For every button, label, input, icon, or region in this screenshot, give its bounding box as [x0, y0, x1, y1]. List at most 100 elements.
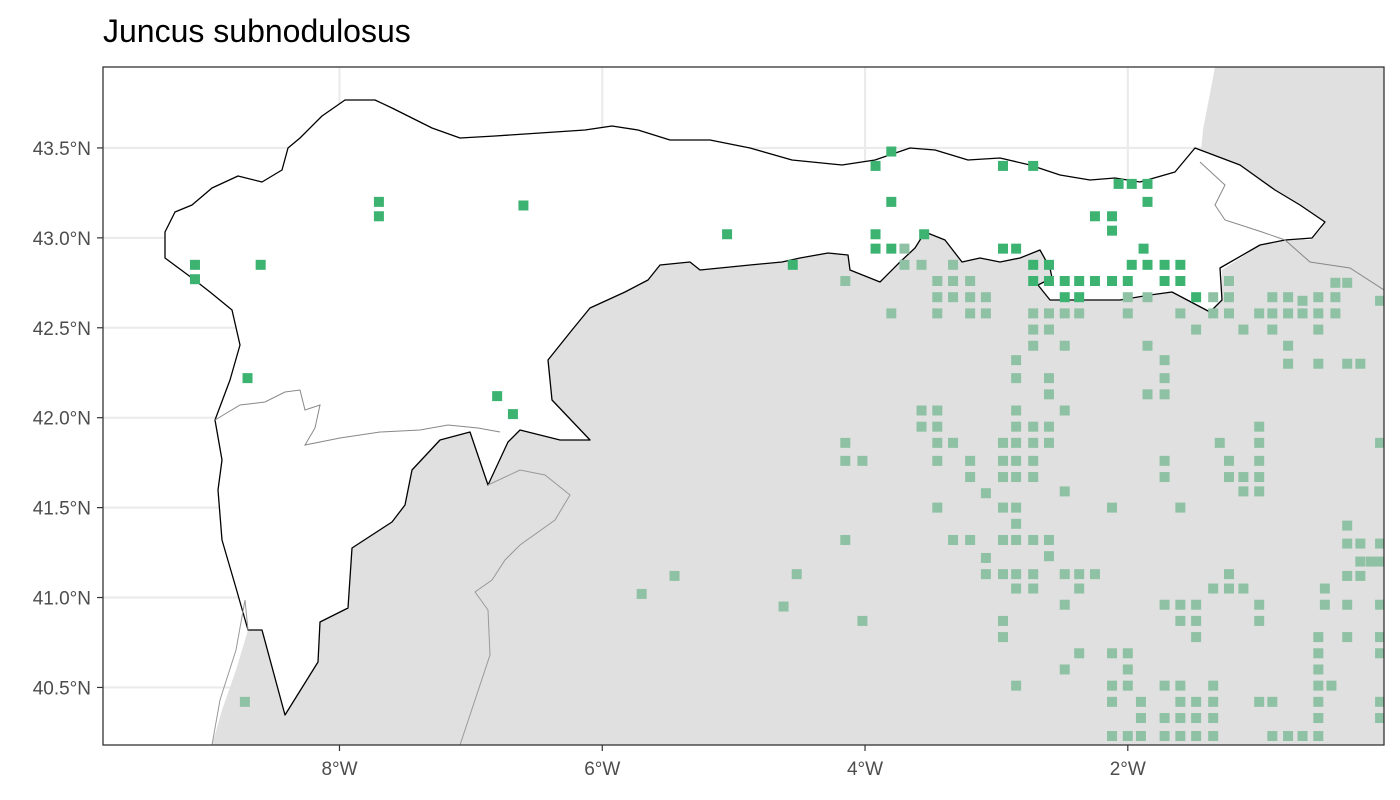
occurrence-marker-outside [1223, 292, 1234, 303]
occurrence-marker-outside [1267, 308, 1278, 319]
occurrence-marker-outside [997, 472, 1008, 483]
occurrence-marker-inside [1043, 259, 1054, 270]
occurrence-marker-outside [1028, 472, 1039, 483]
occurrence-marker-outside [1313, 308, 1324, 319]
occurrence-marker-inside [1175, 276, 1186, 287]
occurrence-marker-outside [1011, 534, 1022, 545]
occurrence-marker-outside [1175, 615, 1186, 626]
occurrence-marker-outside [1355, 538, 1366, 549]
occurrence-marker-outside [1028, 340, 1039, 351]
occurrence-marker-inside [1113, 178, 1124, 189]
occurrence-marker-outside [1319, 599, 1330, 610]
occurrence-marker-outside [965, 292, 976, 303]
occurrence-marker-outside [1342, 358, 1353, 369]
occurrence-marker-outside [1254, 437, 1265, 448]
occurrence-marker-outside [669, 570, 680, 581]
occurrence-marker-outside [948, 292, 959, 303]
occurrence-marker-inside [787, 259, 798, 270]
occurrence-marker-outside [1191, 696, 1202, 707]
occurrence-marker-outside [932, 276, 943, 287]
occurrence-marker-outside [1191, 615, 1202, 626]
occurrence-marker-outside [1191, 599, 1202, 610]
occurrence-marker-outside [1375, 556, 1384, 567]
occurrence-marker-outside [1043, 324, 1054, 335]
occurrence-marker-inside [886, 196, 897, 207]
occurrence-marker-inside [1126, 259, 1137, 270]
occurrence-marker-inside [870, 243, 881, 254]
occurrence-marker-inside [997, 160, 1008, 171]
occurrence-marker-outside [948, 437, 959, 448]
occurrence-marker-outside [1223, 455, 1234, 466]
occurrence-marker-outside [1355, 358, 1366, 369]
occurrence-marker-outside [1297, 295, 1308, 306]
occurrence-marker-outside [840, 276, 851, 287]
occurrence-marker-outside [965, 534, 976, 545]
occurrence-marker-outside [899, 259, 910, 270]
occurrence-marker-outside [997, 437, 1008, 448]
occurrence-marker-outside [1375, 295, 1384, 306]
occurrence-marker-outside [857, 455, 868, 466]
occurrence-marker-inside [1107, 211, 1118, 222]
axis-ticks: 8°W 6°W 4°W 2°W 43.5°N 43.0°N 42.5°N 42.0°N 41.5… [33, 139, 1146, 780]
occurrence-marker-outside [1313, 292, 1324, 303]
occurrence-marker-outside [932, 405, 943, 416]
occurrence-marker-inside [886, 146, 897, 157]
occurrence-marker-outside [239, 696, 250, 707]
occurrence-marker-outside [1074, 308, 1085, 319]
occurrence-marker-outside [997, 569, 1008, 580]
occurrence-marker-outside [965, 276, 976, 287]
occurrence-marker-outside [1313, 324, 1324, 335]
occurrence-markers [189, 146, 1384, 742]
occurrence-marker-outside [1297, 308, 1308, 319]
occurrence-marker-outside [932, 502, 943, 513]
occurrence-marker-outside [1375, 648, 1384, 659]
occurrence-marker-outside [1135, 696, 1146, 707]
y-tick-label: 41.5°N [33, 499, 91, 520]
occurrence-marker-outside [1089, 569, 1100, 580]
occurrence-marker-outside [840, 534, 851, 545]
occurrence-marker-outside [1059, 599, 1070, 610]
occurrence-marker-outside [1011, 405, 1022, 416]
occurrence-marker-outside [1342, 520, 1353, 531]
occurrence-marker-inside [1159, 276, 1170, 287]
occurrence-marker-outside [1107, 502, 1118, 513]
occurrence-marker-outside [1191, 324, 1202, 335]
occurrence-marker-outside [1375, 696, 1384, 707]
occurrence-marker-outside [1208, 680, 1219, 691]
occurrence-marker-inside [1142, 178, 1153, 189]
occurrence-marker-inside [189, 274, 200, 285]
occurrence-marker-outside [1342, 538, 1353, 549]
occurrence-marker-outside [948, 534, 959, 545]
occurrence-marker-outside [1365, 556, 1376, 567]
occurrence-marker-outside [1159, 680, 1170, 691]
occurrence-marker-outside [1254, 472, 1265, 483]
occurrence-marker-inside [722, 229, 733, 240]
occurrence-marker-outside [1159, 355, 1170, 366]
map-panel-border [102, 66, 1385, 746]
occurrence-marker-outside [1330, 277, 1341, 288]
occurrence-marker-outside [1011, 472, 1022, 483]
secondary-boundary-line [211, 599, 249, 745]
occurrence-marker-outside [965, 308, 976, 319]
occurrence-marker-inside [870, 160, 881, 171]
occurrence-marker-outside [1028, 308, 1039, 319]
occurrence-marker-outside [932, 308, 943, 319]
occurrence-marker-outside [1223, 569, 1234, 580]
occurrence-marker-outside [1191, 731, 1202, 742]
occurrence-marker-outside [1159, 389, 1170, 400]
occurrence-marker-outside [980, 552, 991, 563]
occurrence-marker-outside [1011, 373, 1022, 384]
occurrence-marker-inside [886, 243, 897, 254]
occurrence-marker-inside [1089, 276, 1100, 287]
occurrence-marker-outside [1011, 455, 1022, 466]
occurrence-marker-outside [1254, 308, 1265, 319]
occurrence-marker-outside [1074, 648, 1085, 659]
occurrence-marker-outside [778, 601, 789, 612]
secondary-boundary-line [459, 469, 571, 745]
occurrence-marker-inside [870, 229, 881, 240]
y-tick-label: 43.5°N [33, 139, 91, 160]
occurrence-marker-inside [373, 196, 384, 207]
x-tick-label: 4°W [847, 759, 883, 780]
